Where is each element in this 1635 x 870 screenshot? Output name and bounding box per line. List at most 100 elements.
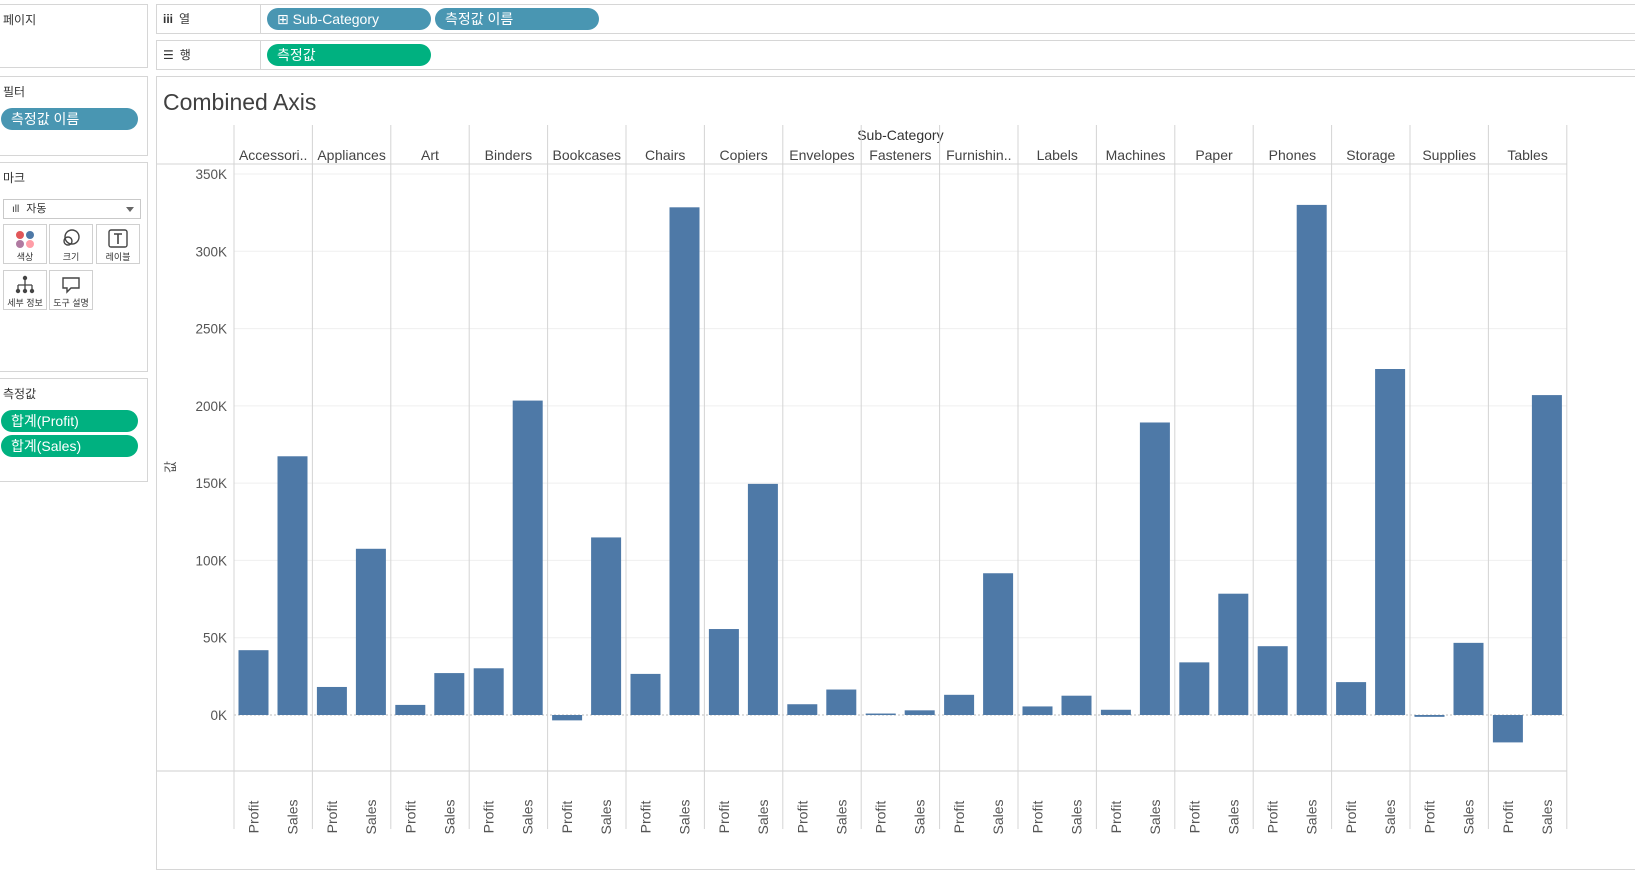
rows-icon: ☰	[163, 48, 174, 62]
bar-profit	[316, 686, 347, 715]
y-tick-label: 100K	[195, 553, 227, 568]
bar-sales	[1218, 593, 1249, 715]
measure-label: Sales	[755, 799, 771, 834]
bar-profit	[1257, 646, 1288, 715]
bar-profit	[630, 673, 661, 715]
y-tick-label: 250K	[195, 322, 227, 337]
bar-sales	[434, 673, 465, 715]
category-label: Fasteners	[869, 147, 931, 163]
measure-label: Sales	[1461, 799, 1477, 834]
y-tick-label: 200K	[195, 399, 227, 414]
bar-profit	[944, 694, 975, 715]
bar-profit	[395, 704, 426, 715]
measure-label: Sales	[1539, 799, 1555, 834]
column-pill-measure-names[interactable]: 측정값 이름	[435, 8, 599, 30]
bar-profit	[473, 668, 504, 715]
marks-card: 마크 ıll 자동 색상 크기 레이블 세부 정보	[0, 162, 148, 372]
y-tick-label: 0K	[210, 708, 227, 723]
tooltip-button[interactable]: 도구 설명	[49, 270, 93, 310]
detail-button[interactable]: 세부 정보	[3, 270, 47, 310]
row-pill-measure-values[interactable]: 측정값	[267, 44, 431, 66]
bar-sales	[277, 456, 308, 715]
text-label-icon	[108, 229, 128, 248]
bar-sales	[512, 400, 543, 715]
measure-label: Profit	[402, 801, 418, 834]
measure-label: Sales	[1147, 799, 1163, 834]
bar-profit	[1414, 715, 1445, 717]
measure-pill-sales[interactable]: 합계(Sales)	[1, 435, 138, 457]
y-tick-label: 150K	[195, 476, 227, 491]
bar-sales	[1139, 422, 1170, 715]
size-button[interactable]: 크기	[49, 224, 93, 264]
hierarchy-icon	[15, 275, 35, 294]
mark-type-value: 자동	[26, 203, 47, 215]
measure-label: Sales	[912, 799, 928, 834]
measure-label: Profit	[1186, 801, 1202, 834]
filter-pill-measure-names[interactable]: 측정값 이름	[1, 108, 138, 130]
bar-sales	[904, 710, 935, 715]
bar-profit	[1100, 709, 1131, 715]
measure-label: Sales	[1225, 799, 1241, 834]
rows-label-text: 행	[179, 48, 191, 62]
bar-sales	[355, 548, 386, 715]
columns-icon: iii	[163, 12, 174, 26]
measure-label: Profit	[324, 801, 340, 834]
bar-sales	[1296, 204, 1327, 715]
marks-title: 마크	[3, 171, 26, 185]
detail-button-label: 세부 정보	[7, 298, 43, 308]
bar-sales	[983, 573, 1014, 715]
measure-label: Profit	[1265, 801, 1281, 834]
columns-shelf-label: iii 열	[157, 5, 261, 33]
bar-sales	[591, 537, 622, 715]
bar-sales	[669, 207, 700, 715]
y-tick-label: 300K	[195, 244, 227, 259]
measure-label: Profit	[1343, 801, 1359, 834]
chevron-down-icon	[126, 207, 134, 212]
measure-label: Profit	[638, 801, 654, 834]
measure-label: Profit	[1500, 801, 1516, 834]
measure-label: Profit	[794, 801, 810, 834]
filters-card: 필터 측정값 이름	[0, 76, 148, 156]
bar-sales	[1061, 695, 1092, 715]
bar-profit	[1336, 682, 1367, 715]
measures-title: 측정값	[3, 387, 37, 401]
combined-axis-chart: Sub-Category 0K 50K 100K 150K 200K 250K 300K 350…	[157, 125, 1568, 835]
category-label: Labels	[1037, 147, 1078, 163]
category-label: Furnishin..	[946, 147, 1011, 163]
bar-chart-icon: ıll	[12, 204, 20, 215]
category-label: Supplies	[1422, 147, 1476, 163]
mark-type-dropdown[interactable]: ıll 자동	[3, 199, 141, 219]
rows-shelf-label: ☰ 행	[157, 41, 261, 69]
bar-sales	[747, 483, 778, 715]
columns-shelf: iii 열 ⊞ Sub-Category 측정값 이름	[156, 4, 1635, 34]
measure-label: Sales	[833, 799, 849, 834]
color-palette-icon	[16, 231, 34, 248]
measure-label: Profit	[1108, 801, 1124, 834]
category-label: Tables	[1507, 147, 1547, 163]
category-label: Phones	[1269, 147, 1316, 163]
measure-label: Sales	[520, 799, 536, 834]
rows-shelf: ☰ 행 측정값	[156, 40, 1635, 70]
bar-sales	[1531, 395, 1562, 715]
measure-label: Profit	[559, 801, 575, 834]
label-button[interactable]: 레이블	[96, 224, 140, 264]
column-pill-sub-category[interactable]: ⊞ Sub-Category	[267, 8, 431, 30]
bar-profit	[865, 713, 896, 716]
measure-label: Sales	[1304, 799, 1320, 834]
measure-label: Profit	[1422, 801, 1438, 834]
bar-profit	[552, 715, 583, 721]
measure-label: Sales	[677, 799, 693, 834]
size-icon	[63, 229, 80, 246]
sub-category-header: Sub-Category	[857, 127, 943, 143]
y-tick-label: 350K	[195, 167, 227, 182]
label-button-label: 레이블	[105, 252, 131, 262]
view-title: Combined Axis	[163, 89, 317, 115]
y-axis-title: 값	[163, 461, 178, 473]
bar-profit	[1179, 662, 1210, 715]
measure-pill-profit[interactable]: 합계(Profit)	[1, 410, 138, 432]
color-button[interactable]: 색상	[3, 224, 47, 264]
category-label: Envelopes	[789, 147, 854, 163]
measure-label: Sales	[598, 799, 614, 834]
measure-label: Profit	[1030, 801, 1046, 834]
measure-label: Profit	[873, 801, 889, 834]
